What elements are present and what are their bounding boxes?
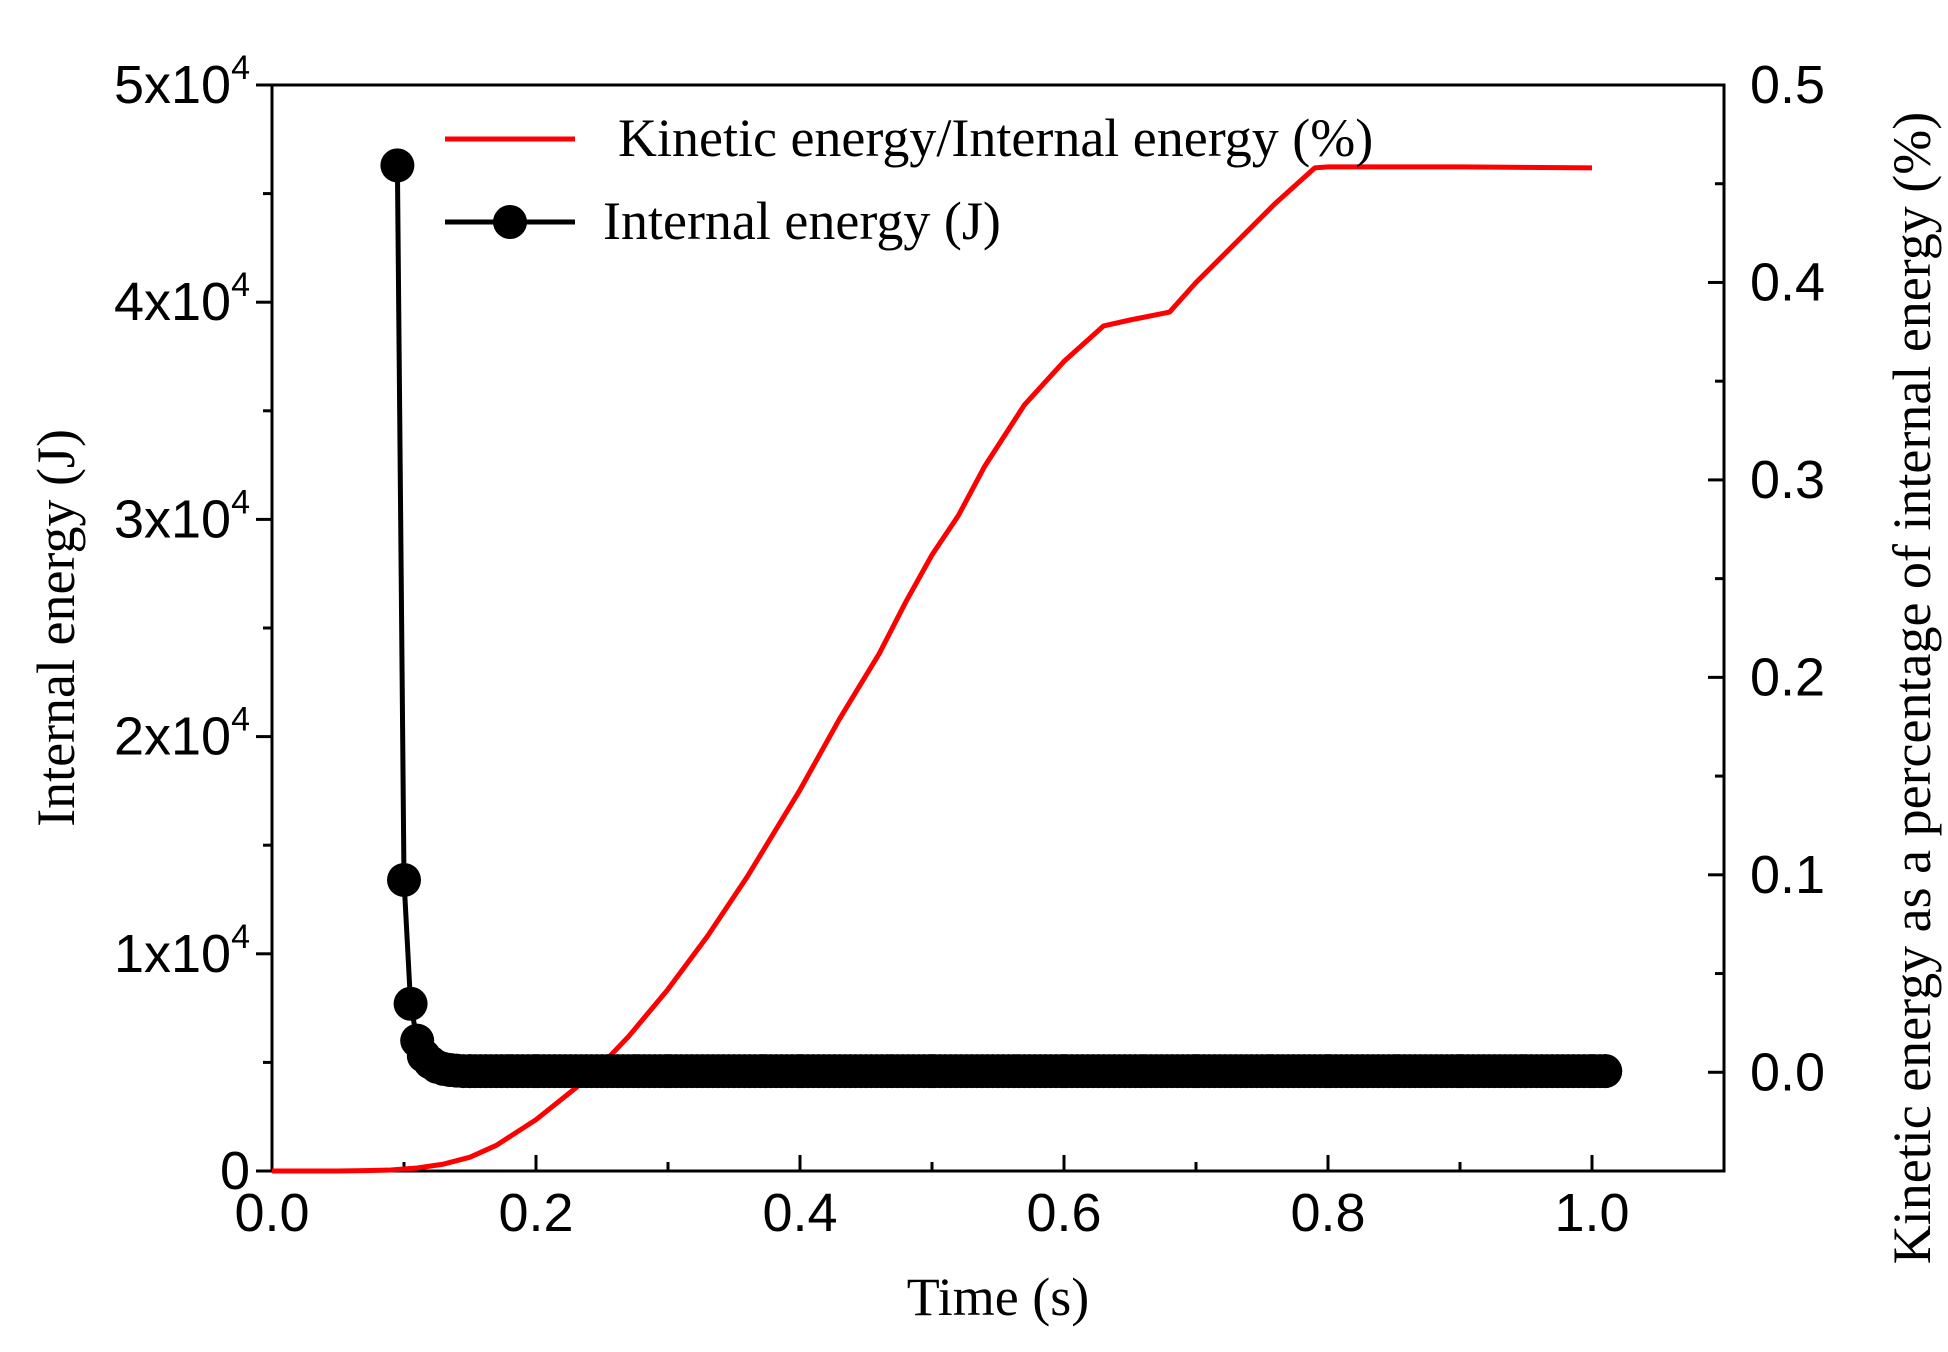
series-layer	[272, 148, 1623, 1174]
left-axis-ticks: 0 1x104 2x104 3x104 4x104 5x104	[114, 49, 272, 1201]
x-tick-label: 0.0	[234, 1183, 309, 1243]
data-point	[387, 862, 421, 897]
legend-marker-internal	[493, 205, 527, 239]
x-axis-title: Time (s)	[907, 1267, 1090, 1327]
left-tick-label: 4x104	[114, 266, 250, 332]
left-tick-label: 3x104	[114, 483, 250, 549]
series-line-0	[272, 164, 1593, 1174]
x-tick-label: 0.4	[762, 1183, 837, 1243]
left-tick-label: 5x104	[114, 49, 250, 115]
data-point	[393, 986, 428, 1021]
data-point	[1588, 1054, 1623, 1089]
right-tick-label: 0.0	[1750, 1042, 1825, 1102]
legend-label-kinetic: Kinetic energy/Internal energy (%)	[618, 108, 1373, 168]
legend: Kinetic energy/Internal energy (%) Inter…	[445, 108, 1373, 251]
right-axis-ticks: 0.0 0.1 0.2 0.3 0.4 0.5	[1708, 55, 1825, 1102]
right-axis-title: Kinetic energy as a percentage of intern…	[1882, 112, 1942, 1264]
left-tick-label: 1x104	[114, 918, 250, 984]
x-tick-label: 0.2	[498, 1183, 573, 1243]
left-axis-title: Internal energy (J)	[26, 429, 86, 827]
right-tick-label: 0.3	[1750, 450, 1825, 510]
right-tick-label: 0.2	[1750, 647, 1825, 707]
x-tick-label: 0.6	[1026, 1183, 1101, 1243]
series-line-1	[394, 165, 1606, 1074]
x-axis-ticks: 0.0 0.2 0.4 0.6 0.8 1.0	[234, 1155, 1726, 1243]
right-tick-label: 0.4	[1750, 252, 1825, 312]
right-tick-label: 0.5	[1750, 55, 1825, 115]
data-point	[380, 148, 415, 183]
x-tick-label: 0.8	[1290, 1183, 1365, 1243]
left-tick-label: 0	[220, 1141, 250, 1201]
right-tick-label: 0.1	[1750, 845, 1825, 905]
x-tick-label: 1.0	[1554, 1183, 1629, 1243]
legend-label-internal: Internal energy (J)	[603, 191, 1001, 251]
left-tick-label: 2x104	[114, 701, 250, 767]
